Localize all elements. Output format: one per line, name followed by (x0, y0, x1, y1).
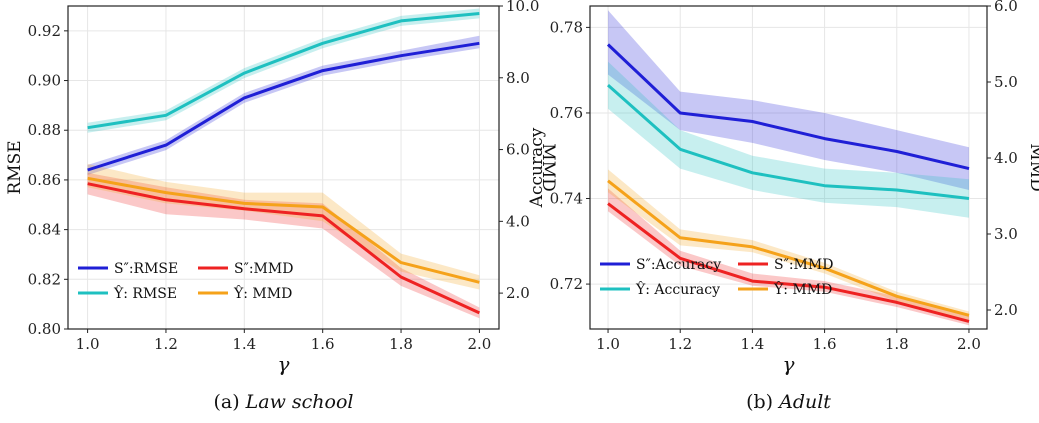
x-tick-label: 1.2 (668, 335, 692, 353)
y-axis-label-right: MMD (1026, 143, 1039, 191)
x-tick-label: 1.2 (154, 335, 178, 353)
x-tick-label: 2.0 (467, 335, 491, 353)
panel-caption: (b) Adult (746, 391, 831, 413)
legend: S″:Accuracy Ŷ: Accuracy S″:MMD Ŷ: MMD (600, 257, 833, 298)
x-tick-label: 1.4 (740, 335, 764, 353)
x-axis-label: γ (783, 352, 795, 376)
y-tick-label-right: 4.0 (994, 149, 1018, 167)
panel-caption: (a) Law school (213, 391, 353, 413)
series-line-0 (606, 43, 970, 171)
legend-label: Ŷ: Accuracy (635, 280, 720, 298)
y-tick-label-left: 0.90 (28, 72, 61, 90)
y-tick-label-left: 0.78 (550, 18, 583, 36)
x-tick-label: 1.0 (596, 335, 620, 353)
y-tick-label-right: 6.0 (506, 141, 530, 159)
series-line-0 (87, 41, 480, 172)
x-tick-label: 1.6 (311, 335, 335, 353)
caption-title: Adult (777, 391, 831, 413)
series-line-3 (607, 179, 970, 317)
panel-adult: 1.0 1.2 1.4 1.6 1.8 2.0 0.72 0.74 0.76 0.78 2.0 3.0… (527, 0, 1039, 413)
y-tick-label-right: 5.0 (994, 73, 1018, 91)
legend: S″:RMSE Ŷ: RMSE S″:MMD Ŷ: MMD (78, 261, 293, 302)
series-line-3 (87, 176, 480, 284)
x-tick-label: 1.6 (813, 335, 837, 353)
plot-frame (589, 5, 988, 330)
legend-label: Ŷ: MMD (233, 284, 292, 302)
y-tick-label-left: 0.82 (28, 270, 61, 288)
confidence-band-series-1 (608, 61, 969, 218)
y-tick-label-left: 0.76 (550, 104, 583, 122)
series-line-2 (87, 182, 481, 315)
caption-prefix: (b) (746, 391, 779, 413)
confidence-band-series-0 (608, 10, 969, 190)
series-line-2 (607, 202, 970, 323)
legend-label: Ŷ: RMSE (113, 284, 177, 302)
y-tick-label-left: 0.80 (28, 320, 61, 338)
x-tick-label: 1.8 (389, 335, 413, 353)
x-tick-label: 2.0 (957, 335, 981, 353)
x-tick-label: 1.4 (232, 335, 256, 353)
legend-label: S″:MMD (234, 261, 293, 277)
confidence-band-series-2 (87, 172, 480, 319)
panel-law-school: 1.0 1.2 1.4 1.6 1.8 2.0 0.80 0.82 0.84 0.86 0.88 0.… (5, 0, 558, 413)
y-axis-label-left: Accuracy (527, 127, 547, 208)
series-line-1 (87, 12, 480, 130)
y-tick-label-left: 0.72 (550, 275, 583, 293)
plot-frame (67, 5, 500, 330)
x-tick-label: 1.8 (885, 335, 909, 353)
x-tick-label: 1.0 (76, 335, 100, 353)
legend-label: S″:Accuracy (636, 257, 721, 273)
y-tick-label-left: 0.84 (28, 221, 61, 239)
y-tick-label-right: 2.0 (994, 301, 1018, 319)
y-tick-label-right: 6.0 (994, 0, 1018, 15)
caption-prefix: (a) (213, 391, 245, 413)
y-tick-label-right: 8.0 (506, 69, 530, 87)
y-tick-label-right: 4.0 (506, 212, 530, 230)
confidence-band-series-1 (87, 8, 480, 133)
x-axis-label: γ (278, 352, 290, 376)
y-tick-label-left: 0.74 (550, 190, 583, 208)
y-tick-label-right: 2.0 (506, 284, 530, 302)
y-axis-label-left: RMSE (5, 140, 25, 194)
grid (590, 6, 987, 329)
y-axis-label-right: MMD (538, 143, 558, 191)
caption-title: Law school (245, 391, 354, 413)
y-tick-label-left: 0.86 (28, 171, 61, 189)
series-line-1 (607, 83, 970, 200)
y-tick-label-right: 3.0 (994, 225, 1018, 243)
grid (68, 6, 499, 330)
y-tick-label-left: 0.92 (28, 22, 61, 40)
y-tick-label-right: 10.0 (506, 0, 539, 15)
y-tick-label-left: 0.88 (28, 121, 61, 139)
legend-label: S″:RMSE (114, 261, 178, 277)
legend-label: Ŷ: MMD (773, 280, 832, 298)
legend-label: S″:MMD (774, 257, 833, 273)
